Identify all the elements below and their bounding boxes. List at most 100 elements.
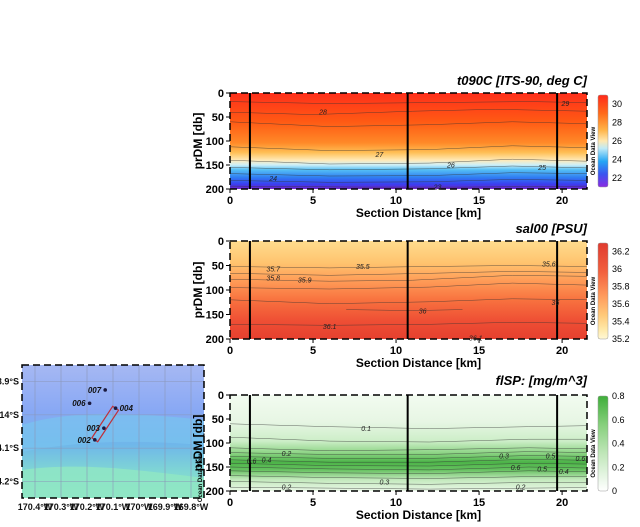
contour-line — [230, 423, 587, 429]
contour-label: 0.5 — [537, 466, 547, 473]
y-tick-label: 200 — [206, 334, 224, 346]
chart-title: flSP: [mg/m^3] — [496, 373, 588, 388]
contour-label: 28 — [318, 110, 327, 117]
contour-label: 0.4 — [262, 457, 272, 464]
colorbar-tick-label: 24 — [612, 154, 622, 164]
station-label: 007 — [88, 386, 102, 395]
y-axis-label: prDM [db] — [191, 262, 205, 319]
contour-label: 0.2 — [282, 451, 292, 458]
x-tick-label: 5 — [310, 497, 316, 509]
x-tick-label: 15 — [473, 345, 485, 357]
map-lon-label: 170.1°W — [96, 502, 131, 512]
y-tick-label: 200 — [206, 486, 224, 498]
station-map — [21, 364, 205, 499]
y-tick-label: 100 — [206, 136, 224, 148]
x-tick-label: 5 — [310, 195, 316, 207]
y-tick-label: 0 — [218, 390, 224, 402]
contour-line — [230, 486, 587, 490]
colorbar-tick-label: 22 — [612, 173, 622, 183]
chart-title: t090C [ITS-90, deg C] — [457, 73, 588, 88]
colorbar-tick-label: 36 — [612, 264, 622, 274]
map-frame — [21, 364, 205, 499]
contour-label: 0.2 — [516, 485, 526, 492]
colorbar-watermark: Ocean Data View — [591, 277, 597, 326]
contour-line — [230, 470, 587, 474]
y-tick-label: 200 — [206, 184, 224, 196]
contour-label: 36 — [552, 300, 560, 307]
contour-line — [230, 462, 587, 467]
y-tick-label: 100 — [206, 438, 224, 450]
contour-label: 26 — [446, 163, 455, 170]
colorbar-tick-label: 35.4 — [612, 317, 630, 327]
colorbar — [597, 242, 609, 340]
x-tick-label: 10 — [390, 195, 402, 207]
contour-label: 35.5 — [356, 264, 370, 271]
contour-label: 0.5 — [546, 453, 556, 460]
map-lat-label: 14.1°S — [0, 443, 19, 453]
y-axis-label: prDM [db] — [191, 113, 205, 170]
x-tick-label: 20 — [556, 195, 568, 207]
y-axis-label: prDM [db] — [191, 415, 205, 472]
station-marker — [93, 438, 97, 442]
x-tick-label: 20 — [556, 497, 568, 509]
station-marker — [102, 426, 106, 430]
x-tick-label: 0 — [227, 195, 233, 207]
chart-title: sal00 [PSU] — [515, 221, 587, 236]
contour-lines — [230, 101, 587, 188]
contour-line — [230, 271, 587, 276]
y-tick-label: 50 — [212, 414, 224, 426]
contour-label: 0.3 — [380, 479, 390, 486]
x-tick-label: 10 — [390, 345, 402, 357]
contour-label: 36.1 — [469, 336, 483, 343]
contour-label: 35.7 — [266, 266, 281, 273]
contour-lines — [230, 265, 587, 326]
colorbar-tick-label: 35.6 — [612, 299, 630, 309]
contour-label: 25 — [537, 165, 546, 172]
x-tick-label: 0 — [227, 497, 233, 509]
contour-line — [230, 265, 587, 269]
contour-line — [230, 436, 587, 443]
x-tick-label: 0 — [227, 345, 233, 357]
colorbar-tick-label: 26 — [612, 136, 622, 146]
map-lat-label: 14.2°S — [0, 476, 19, 486]
colorbar-tick-label: 36.2 — [612, 247, 630, 257]
station-marker — [87, 401, 92, 406]
colorbar — [597, 94, 609, 188]
y-tick-label: 50 — [212, 112, 224, 124]
colorbar-tick-label: 30 — [612, 99, 622, 109]
colorbar-watermark: Ocean Data View — [591, 127, 597, 176]
contour-line — [230, 145, 587, 151]
colorbar-tick-label: 0.4 — [612, 439, 625, 449]
colorbar-tick-label: 35.2 — [612, 334, 630, 344]
contour-line — [230, 179, 587, 183]
contour-line — [230, 109, 587, 115]
contour-label: 27 — [375, 152, 385, 159]
contour-line — [346, 309, 463, 311]
map-lat-label: 14°S — [0, 410, 19, 420]
map-lon-label: 170.4°W — [18, 502, 53, 512]
colorbar-tick-label: 0.6 — [612, 415, 625, 425]
contour-line — [230, 101, 587, 104]
y-tick-label: 100 — [206, 285, 224, 297]
contour-label: 0.6 — [247, 459, 257, 466]
contour-label: 0.1 — [361, 426, 371, 433]
x-tick-label: 20 — [556, 345, 568, 357]
colorbar-tick-label: 0.8 — [612, 391, 625, 401]
station-label: 002 — [77, 436, 91, 445]
contour-line — [230, 475, 587, 479]
contour-line — [230, 481, 587, 485]
contour-label: 0.4 — [559, 469, 569, 476]
map-lon-label: 170.2°W — [70, 502, 105, 512]
y-tick-label: 0 — [218, 236, 224, 248]
map-lon-label: 170.3°W — [44, 502, 79, 512]
contour-label: 35.6 — [542, 262, 556, 269]
contour-label: 0.3 — [499, 453, 509, 460]
contour-line — [230, 282, 587, 290]
station-marker — [113, 406, 118, 411]
contour-label: 24 — [268, 176, 277, 183]
contour-line — [230, 275, 587, 282]
contour-label: 36.1 — [323, 324, 337, 331]
map-lon-label: 170°W — [125, 502, 153, 512]
colorbar-tick-label: 35.8 — [612, 282, 630, 292]
